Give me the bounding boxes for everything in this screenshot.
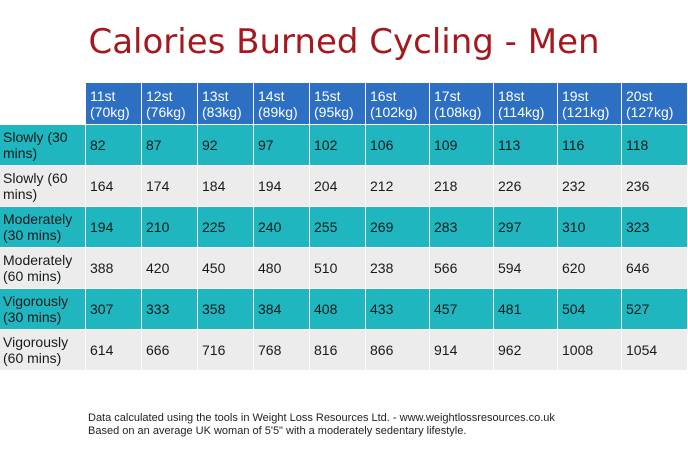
column-header: 17st (108kg)	[430, 83, 494, 125]
table-cell: 646	[622, 248, 688, 289]
table-cell: 174	[142, 166, 198, 207]
table-cell: 269	[366, 207, 430, 248]
table-cell: 240	[254, 207, 310, 248]
column-header: 13st (83kg)	[198, 83, 254, 125]
table-row: Slowly (60 mins) 164 174 184 194 204 212…	[0, 166, 688, 207]
column-header: 20st (127kg)	[622, 83, 688, 125]
table-row: Moderately (60 mins) 388 420 450 480 510…	[0, 248, 688, 289]
table-row: Vigorously (60 mins) 614 666 716 768 816…	[0, 330, 688, 371]
column-header: 11st (70kg)	[86, 83, 142, 125]
footer-basis-line: Based on an average UK woman of 5'5" wit…	[88, 425, 555, 438]
table-cell: 184	[198, 166, 254, 207]
table-cell: 614	[86, 330, 142, 371]
table-cell: 297	[494, 207, 558, 248]
column-header: 12st (76kg)	[142, 83, 198, 125]
table-cell: 106	[366, 125, 430, 166]
table-cell: 226	[494, 166, 558, 207]
table-cell: 866	[366, 330, 430, 371]
table-cell: 225	[198, 207, 254, 248]
row-label: Vigorously (30 mins)	[0, 289, 86, 330]
table-cell: 768	[254, 330, 310, 371]
table-cell: 238	[366, 248, 430, 289]
table-cell: 504	[558, 289, 622, 330]
row-label: Slowly (60 mins)	[0, 166, 86, 207]
table-cell: 1054	[622, 330, 688, 371]
table-cell: 109	[430, 125, 494, 166]
table-cell: 194	[254, 166, 310, 207]
table-cell: 1008	[558, 330, 622, 371]
table-cell: 816	[310, 330, 366, 371]
footer-source-line: Data calculated using the tools in Weigh…	[88, 412, 555, 425]
column-header: 14st (89kg)	[254, 83, 310, 125]
table-cell: 218	[430, 166, 494, 207]
table-cell: 510	[310, 248, 366, 289]
table-row: Moderately (30 mins) 194 210 225 240 255…	[0, 207, 688, 248]
table-cell: 102	[310, 125, 366, 166]
table-cell: 358	[198, 289, 254, 330]
table-cell: 164	[86, 166, 142, 207]
table-cell: 408	[310, 289, 366, 330]
table-cell: 388	[86, 248, 142, 289]
table-row: Vigorously (30 mins) 307 333 358 384 408…	[0, 289, 688, 330]
table-cell: 323	[622, 207, 688, 248]
table-cell: 283	[430, 207, 494, 248]
page-title: Calories Burned Cycling - Men	[0, 22, 688, 62]
table-cell: 450	[198, 248, 254, 289]
table-cell: 82	[86, 125, 142, 166]
column-header: 16st (102kg)	[366, 83, 430, 125]
table-cell: 620	[558, 248, 622, 289]
table-cell: 194	[86, 207, 142, 248]
table-cell: 420	[142, 248, 198, 289]
column-header: 18st (114kg)	[494, 83, 558, 125]
table-cell: 527	[622, 289, 688, 330]
table-cell: 433	[366, 289, 430, 330]
table-cell: 481	[494, 289, 558, 330]
table-cell: 204	[310, 166, 366, 207]
table-cell: 666	[142, 330, 198, 371]
footer-note: Data calculated using the tools in Weigh…	[88, 412, 555, 438]
table-header-row: 11st (70kg) 12st (76kg) 13st (83kg) 14st…	[0, 83, 688, 125]
column-header: 19st (121kg)	[558, 83, 622, 125]
table-cell: 118	[622, 125, 688, 166]
table-cell: 333	[142, 289, 198, 330]
row-label: Moderately (60 mins)	[0, 248, 86, 289]
row-label: Moderately (30 mins)	[0, 207, 86, 248]
table-cell: 480	[254, 248, 310, 289]
table-cell: 962	[494, 330, 558, 371]
table-cell: 113	[494, 125, 558, 166]
table-cell: 457	[430, 289, 494, 330]
column-header: 15st (95kg)	[310, 83, 366, 125]
table-cell: 232	[558, 166, 622, 207]
table-cell: 97	[254, 125, 310, 166]
table-cell: 210	[142, 207, 198, 248]
table-cell: 566	[430, 248, 494, 289]
row-label: Slowly (30 mins)	[0, 125, 86, 166]
table-cell: 307	[86, 289, 142, 330]
table-row: Slowly (30 mins) 82 87 92 97 102 106 109…	[0, 125, 688, 166]
table-cell: 255	[310, 207, 366, 248]
table-cell: 384	[254, 289, 310, 330]
row-label: Vigorously (60 mins)	[0, 330, 86, 371]
table-cell: 212	[366, 166, 430, 207]
table-cell: 914	[430, 330, 494, 371]
calories-table: 11st (70kg) 12st (76kg) 13st (83kg) 14st…	[0, 83, 688, 371]
table-cell: 87	[142, 125, 198, 166]
table-cell: 116	[558, 125, 622, 166]
table-cell: 92	[198, 125, 254, 166]
table-cell: 716	[198, 330, 254, 371]
table-cell: 594	[494, 248, 558, 289]
table-cell: 236	[622, 166, 688, 207]
table-corner-cell	[0, 83, 86, 125]
table-cell: 310	[558, 207, 622, 248]
